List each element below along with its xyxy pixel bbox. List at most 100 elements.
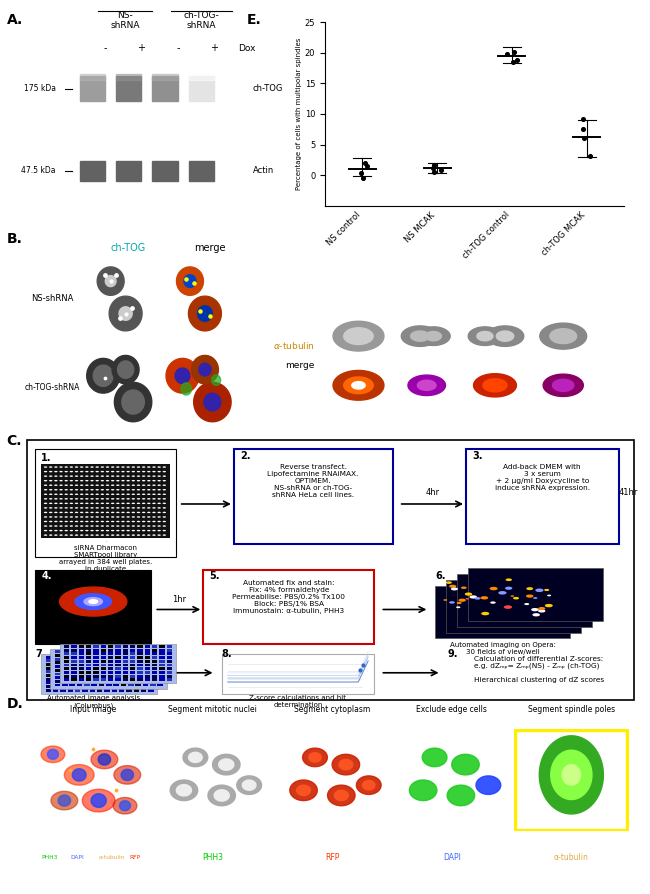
Circle shape <box>49 467 53 468</box>
Polygon shape <box>58 795 71 806</box>
Bar <box>93 670 99 674</box>
Bar <box>143 669 148 671</box>
Text: Automated image analysis
(Columbus): Automated image analysis (Columbus) <box>47 696 140 709</box>
Circle shape <box>136 471 140 472</box>
Circle shape <box>101 507 104 509</box>
Bar <box>46 655 51 659</box>
Text: Reverse transfect.
Lipofectamine RNAiMAX.
OPTIMEM.
NS-shRNA or ch-TOG-
shRNA HeL: Reverse transfect. Lipofectamine RNAiMAX… <box>268 465 359 499</box>
Bar <box>101 653 106 655</box>
Bar <box>77 665 82 668</box>
Polygon shape <box>83 789 115 812</box>
Bar <box>119 663 124 666</box>
Bar <box>113 658 119 661</box>
Bar <box>126 655 132 659</box>
Circle shape <box>64 471 68 472</box>
Bar <box>46 663 51 666</box>
Text: 175 kDa: 175 kDa <box>24 84 56 93</box>
Circle shape <box>111 526 114 527</box>
Bar <box>159 679 164 681</box>
Bar <box>112 667 117 670</box>
Polygon shape <box>411 331 430 342</box>
Bar <box>92 662 97 664</box>
Circle shape <box>142 471 146 472</box>
Circle shape <box>157 535 161 536</box>
Circle shape <box>122 489 125 491</box>
Bar <box>133 670 139 673</box>
Circle shape <box>147 485 151 486</box>
FancyBboxPatch shape <box>436 586 570 638</box>
Polygon shape <box>477 332 493 341</box>
Bar <box>82 670 88 673</box>
Bar <box>119 689 124 692</box>
Circle shape <box>461 586 467 589</box>
Circle shape <box>64 530 68 531</box>
Circle shape <box>147 467 151 468</box>
Circle shape <box>131 507 135 509</box>
Circle shape <box>96 480 99 481</box>
Bar <box>144 675 150 678</box>
Circle shape <box>59 489 63 491</box>
Bar <box>104 678 110 680</box>
Bar <box>90 674 95 677</box>
Bar <box>101 679 106 681</box>
Circle shape <box>162 476 166 477</box>
Bar <box>68 681 73 685</box>
Bar <box>159 653 164 655</box>
Bar <box>133 674 139 677</box>
Point <box>362 159 372 173</box>
Polygon shape <box>497 331 514 342</box>
Bar <box>108 679 113 681</box>
Circle shape <box>80 507 83 509</box>
Bar <box>90 689 95 692</box>
Polygon shape <box>562 764 580 785</box>
Bar <box>157 650 163 654</box>
Bar <box>70 680 75 683</box>
Polygon shape <box>422 748 447 767</box>
Polygon shape <box>112 356 139 384</box>
Bar <box>144 653 150 655</box>
Bar <box>148 655 153 659</box>
Bar <box>152 653 157 655</box>
Circle shape <box>96 535 99 536</box>
Polygon shape <box>114 383 152 422</box>
Circle shape <box>44 521 47 522</box>
Bar <box>75 674 81 677</box>
Bar <box>99 676 104 679</box>
Bar <box>55 658 60 661</box>
Bar <box>64 663 70 666</box>
Bar <box>62 676 68 679</box>
Bar <box>141 685 146 688</box>
Circle shape <box>59 516 63 518</box>
Circle shape <box>116 521 120 522</box>
Circle shape <box>85 521 88 522</box>
Bar <box>75 685 81 688</box>
Bar <box>99 684 104 687</box>
Bar <box>143 654 148 657</box>
Bar <box>70 672 75 676</box>
Text: Exclude edge cells: Exclude edge cells <box>416 705 488 714</box>
Circle shape <box>544 589 549 591</box>
Bar <box>86 645 92 648</box>
Bar <box>159 660 164 662</box>
Circle shape <box>136 493 140 495</box>
Circle shape <box>44 489 47 491</box>
Bar <box>64 656 70 659</box>
Circle shape <box>127 521 130 522</box>
Bar <box>121 676 126 679</box>
Polygon shape <box>79 77 105 101</box>
Bar <box>123 660 128 662</box>
Bar <box>115 656 121 659</box>
Circle shape <box>96 489 99 491</box>
Circle shape <box>532 613 540 617</box>
Bar <box>115 670 121 674</box>
Bar <box>115 660 121 662</box>
Bar <box>99 658 104 661</box>
Polygon shape <box>309 753 321 762</box>
Bar <box>119 681 124 685</box>
Polygon shape <box>540 323 587 350</box>
Circle shape <box>152 485 156 486</box>
Circle shape <box>136 489 140 491</box>
Circle shape <box>157 480 161 481</box>
Circle shape <box>147 511 151 513</box>
Bar <box>55 662 60 664</box>
